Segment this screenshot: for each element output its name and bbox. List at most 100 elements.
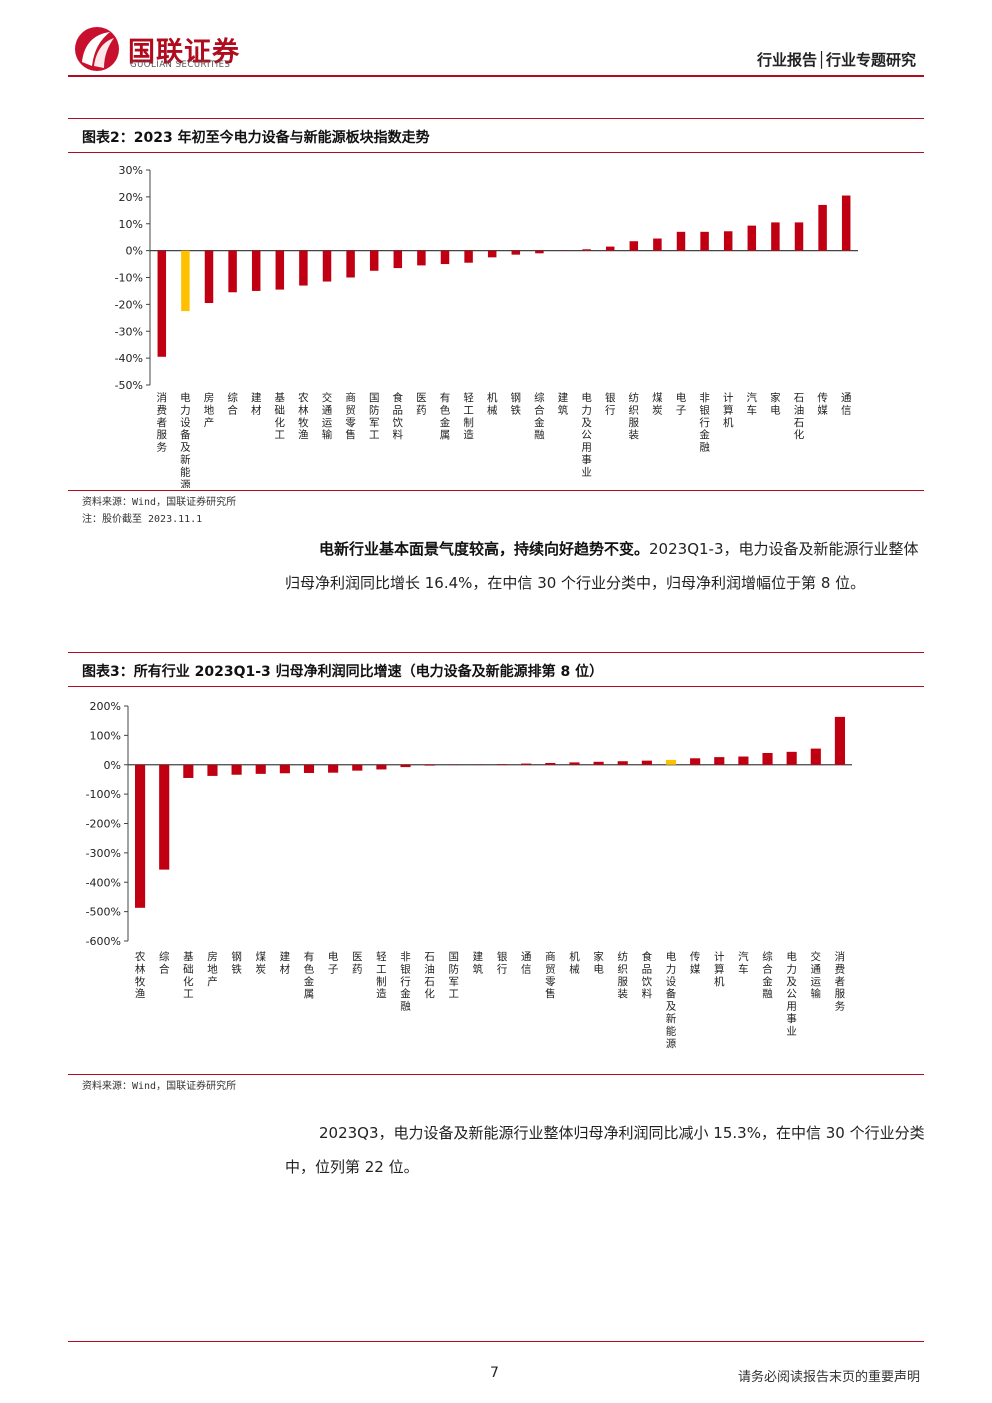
category-label: 消费者服务: [157, 391, 168, 454]
bar: [279, 764, 290, 774]
category-label: 电子: [676, 391, 687, 416]
category-label: 电力设备及新能源: [180, 391, 191, 488]
category-label: 建筑: [558, 391, 569, 416]
bar: [299, 250, 308, 286]
bar: [275, 250, 285, 290]
category-label: 消费者服务: [835, 950, 846, 1013]
bar: [157, 250, 167, 357]
bar: [464, 250, 473, 263]
category-label: 石油石化: [794, 392, 805, 441]
category-label: 非银行金融: [699, 392, 710, 454]
figure3-source: 资料来源：Wind，国联证券研究所: [82, 1081, 237, 1092]
category-label: 商贸零售: [545, 950, 556, 1000]
paragraph-1: 电新行业基本面景气度较高，持续向好趋势不变。2023Q1-3，电力设备及新能源行…: [285, 532, 925, 600]
figure3-title: 图表3：所有行业 2023Q1-3 归母净利润同比增速（电力设备及新能源排第 8…: [82, 664, 604, 680]
bar: [605, 246, 615, 251]
bar: [228, 250, 237, 293]
bar: [762, 753, 773, 765]
bar: [231, 764, 242, 775]
logo-icon: [75, 27, 119, 71]
y-tick-label: 10%: [119, 218, 143, 231]
bar: [747, 225, 757, 251]
figure2-bottom-line: [68, 490, 924, 491]
y-tick-label: -500%: [86, 906, 121, 919]
brand-name-en: GUOLIAN SECURITIES: [130, 60, 231, 70]
bar: [207, 764, 218, 776]
category-label: 基础化工: [275, 391, 286, 441]
bar: [303, 764, 315, 773]
category-label: 纺织服装: [629, 391, 640, 441]
figure3-bottom-line: [68, 1074, 924, 1075]
bar: [700, 231, 709, 251]
y-tick-label: -100%: [86, 788, 121, 801]
y-tick-label: -200%: [86, 818, 121, 831]
y-tick-label: 100%: [90, 729, 121, 742]
category-label: 综合: [227, 391, 238, 416]
bar: [841, 195, 851, 251]
category-label: 房地产: [204, 391, 215, 429]
y-tick-label: 0%: [126, 245, 143, 258]
bar: [653, 238, 662, 251]
category-label: 食品饮料: [393, 391, 404, 441]
bar: [204, 250, 214, 304]
category-label: 国防军工: [449, 951, 460, 1000]
y-tick-label: 20%: [119, 191, 143, 204]
bar: [134, 764, 146, 908]
bar: [794, 222, 804, 251]
y-tick-label: 200%: [90, 700, 121, 713]
category-label: 电力设备及新能源: [666, 950, 677, 1050]
category-label: 轻工制造: [463, 391, 474, 441]
category-label: 食品饮料: [642, 950, 653, 1000]
figure2-note: 注：股价截至 2023.11.1: [82, 514, 203, 525]
category-label: 传媒: [690, 951, 701, 975]
bar: [676, 231, 686, 251]
bar: [582, 249, 591, 251]
y-tick-label: 30%: [119, 164, 143, 177]
y-tick-label: -40%: [115, 352, 143, 365]
category-label: 银行: [605, 391, 616, 416]
bar: [771, 222, 780, 251]
category-label: 计算机: [723, 391, 734, 429]
category-label: 机械: [569, 950, 580, 975]
category-label: 国防军工: [369, 392, 380, 441]
y-tick-label: -400%: [86, 876, 121, 889]
bar: [629, 241, 639, 251]
figure3-top-line: [68, 652, 924, 653]
category-label: 家电: [770, 391, 781, 416]
category-label: 商贸零售: [345, 391, 356, 441]
bar: [511, 250, 521, 255]
bar: [487, 250, 497, 258]
bar: [714, 757, 725, 765]
bar: [346, 250, 355, 278]
category-label: 汽车: [738, 950, 749, 975]
bar: [328, 764, 339, 773]
y-tick-label: 0%: [104, 759, 121, 772]
bar: [417, 250, 426, 266]
figure3-title-line: [68, 686, 924, 687]
category-label: 建筑: [473, 950, 484, 975]
category-label: 房地产: [207, 950, 218, 988]
page-number: 7: [490, 1365, 499, 1381]
y-tick-label: -50%: [115, 379, 143, 392]
category-label: 纺织服装: [617, 950, 628, 1000]
bar: [376, 764, 387, 770]
footer-divider: [68, 1341, 924, 1342]
category-label: 交通运输: [322, 391, 333, 441]
bar: [369, 250, 379, 271]
category-label: 电力及公用事业: [786, 950, 797, 1037]
bar: [424, 764, 435, 766]
bar: [255, 764, 266, 774]
bar: [251, 250, 261, 291]
bar: [322, 250, 332, 282]
bar: [818, 204, 827, 251]
paragraph-2: 2023Q3，电力设备及新能源行业整体归母净利润同比减小 15.3%，在中信 3…: [285, 1124, 925, 1176]
figure2-chart: 30% 20% 10% 0% -10% -20% -30% -40% -50% 消费者服务 电力设备…: [115, 164, 858, 488]
y-tick-label: -300%: [86, 847, 121, 860]
figure2-source: 资料来源：Wind，国联证券研究所: [82, 497, 237, 508]
paragraph-1-bold: 电新行业基本面景气度较高，持续向好趋势不变。: [319, 540, 650, 558]
category-label: 交通运输: [811, 950, 822, 1000]
y-tick-label: -20%: [115, 298, 143, 311]
header-divider: [68, 75, 924, 77]
category-label: 家电: [593, 950, 604, 975]
category-label: 银行: [497, 950, 508, 975]
